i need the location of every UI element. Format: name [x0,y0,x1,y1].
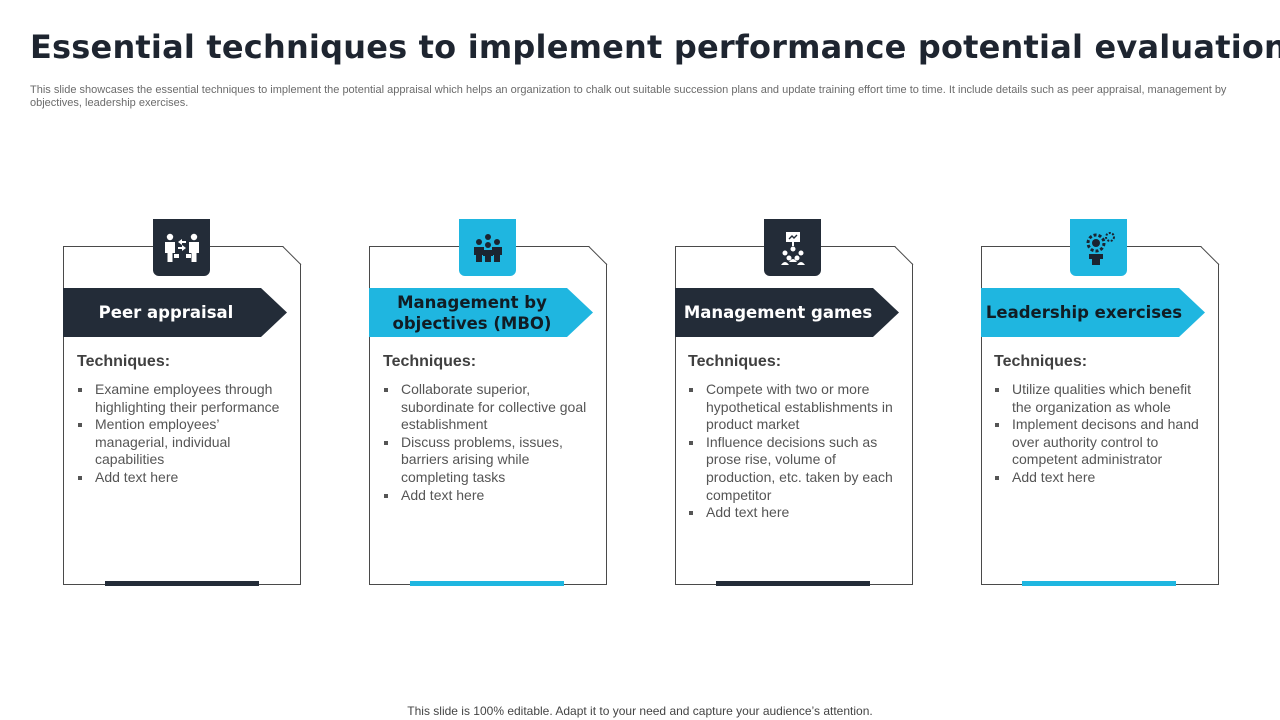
techniques-label: Techniques: [994,353,1088,370]
technique-list: Compete with two or more hypothetical es… [688,381,893,522]
list-item: Implement decisons and hand over authori… [994,416,1199,469]
list-item: Add text here [77,469,282,487]
card-underline [716,581,870,586]
card-heading: Peer appraisal [63,288,287,337]
list-item: Add text here [383,487,588,505]
slide-subtitle: This slide showcases the essential techn… [30,84,1227,109]
slide-footer: This slide is 100% editable. Adapt it to… [407,704,873,718]
list-item: Add text here [994,469,1199,487]
list-item: Mention employees’ managerial, individua… [77,416,282,469]
techniques-label: Techniques: [383,353,477,370]
card-underline [410,581,564,586]
list-item: Utilize qualities which benefit the orga… [994,381,1199,416]
list-item: Examine employees through highlighting t… [77,381,282,416]
card-heading: Management games [675,288,899,337]
techniques-label: Techniques: [77,353,171,370]
list-item: Collaborate superior, subordinate for co… [383,381,588,434]
technique-list: Utilize qualities which benefit the orga… [994,381,1199,487]
technique-list: Examine employees through highlighting t… [77,381,282,487]
list-item: Add text here [688,504,893,522]
technique-list: Collaborate superior, subordinate for co… [383,381,588,504]
presentation-audience-icon [764,219,821,276]
card-heading: Management by objectives (MBO) [369,288,593,337]
leader-gear-icon [1070,219,1127,276]
card-underline [105,581,259,586]
card-heading: Leadership exercises [981,288,1205,337]
list-item: Discuss problems, issues, barriers arisi… [383,434,588,487]
list-item: Influence decisions such as prose rise, … [688,434,893,504]
techniques-label: Techniques: [688,353,782,370]
slide-title: Essential techniques to implement perfor… [30,28,1280,66]
team-group-icon [459,219,516,276]
list-item: Compete with two or more hypothetical es… [688,381,893,434]
peer-exchange-icon [153,219,210,276]
card-underline [1022,581,1176,586]
